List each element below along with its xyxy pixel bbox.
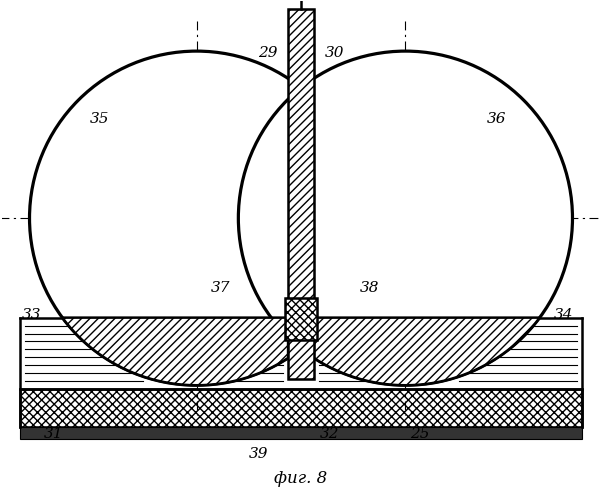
- Polygon shape: [63, 298, 288, 385]
- Text: 38: 38: [360, 281, 379, 295]
- Text: 33: 33: [22, 308, 42, 322]
- Text: 36: 36: [487, 112, 507, 126]
- Circle shape: [238, 51, 573, 385]
- Bar: [20, 389, 582, 427]
- Bar: [20, 318, 582, 389]
- Bar: [285, 298, 317, 340]
- Text: 37: 37: [211, 281, 230, 295]
- Text: фиг. 8: фиг. 8: [275, 470, 327, 487]
- Text: 30: 30: [325, 46, 344, 60]
- Polygon shape: [314, 298, 539, 385]
- Bar: [285, 298, 317, 340]
- Bar: [288, 10, 314, 380]
- Circle shape: [29, 51, 364, 385]
- Text: 29: 29: [258, 46, 278, 60]
- Text: 32: 32: [320, 427, 340, 441]
- Text: 25: 25: [409, 427, 429, 441]
- Text: 31: 31: [43, 427, 63, 441]
- Text: 34: 34: [554, 308, 573, 322]
- Text: 35: 35: [89, 112, 109, 126]
- Bar: [288, 10, 314, 380]
- Bar: [20, 389, 582, 427]
- Bar: [20, 427, 582, 439]
- Text: 39: 39: [249, 447, 268, 461]
